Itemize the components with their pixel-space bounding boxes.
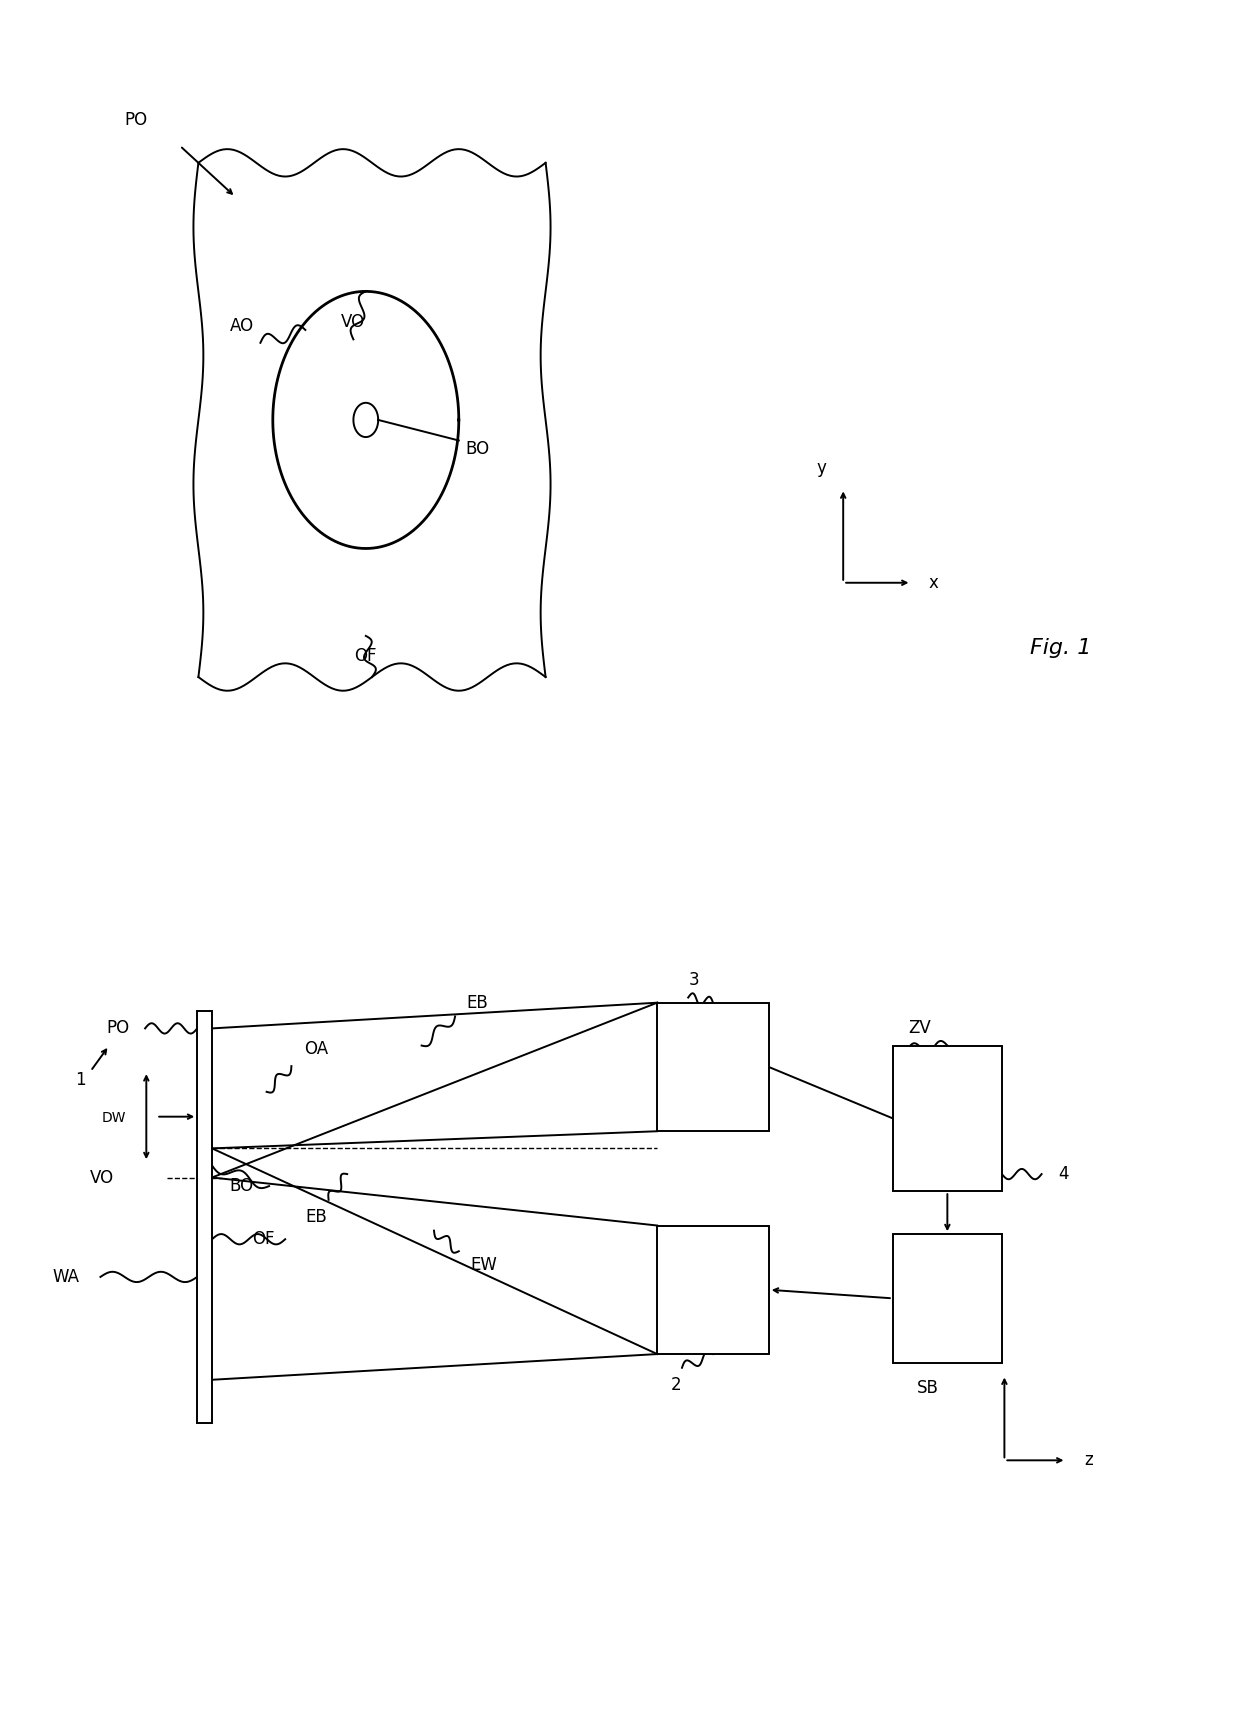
Text: VO: VO <box>341 314 366 331</box>
Text: y: y <box>816 459 826 476</box>
Text: 4: 4 <box>1059 1166 1069 1183</box>
Text: EB: EB <box>466 994 489 1011</box>
Text: OA: OA <box>304 1040 329 1058</box>
Bar <box>657 1226 769 1354</box>
Bar <box>657 1003 769 1131</box>
Text: z: z <box>1084 1452 1094 1469</box>
Text: PO: PO <box>125 111 148 129</box>
Text: 3: 3 <box>689 972 699 989</box>
Text: SB: SB <box>916 1380 939 1397</box>
Text: OF: OF <box>252 1231 274 1248</box>
Text: DW: DW <box>102 1111 126 1124</box>
Text: EW: EW <box>470 1256 497 1274</box>
Bar <box>893 1046 1002 1191</box>
Text: BO: BO <box>465 440 490 458</box>
Text: x: x <box>929 574 939 591</box>
Bar <box>197 1011 212 1423</box>
Bar <box>893 1234 1002 1363</box>
Text: VO: VO <box>89 1169 114 1186</box>
Text: Fig. 1: Fig. 1 <box>1029 638 1091 658</box>
Text: BO: BO <box>229 1178 254 1195</box>
Text: ZV: ZV <box>909 1020 931 1037</box>
Text: x: x <box>981 1340 991 1357</box>
Text: PO: PO <box>107 1020 129 1037</box>
Text: 2: 2 <box>671 1376 681 1393</box>
Text: 1: 1 <box>76 1071 86 1088</box>
Text: AO: AO <box>229 317 254 334</box>
Text: EB: EB <box>305 1208 327 1226</box>
Text: OF: OF <box>355 648 377 665</box>
Text: WA: WA <box>52 1268 79 1286</box>
